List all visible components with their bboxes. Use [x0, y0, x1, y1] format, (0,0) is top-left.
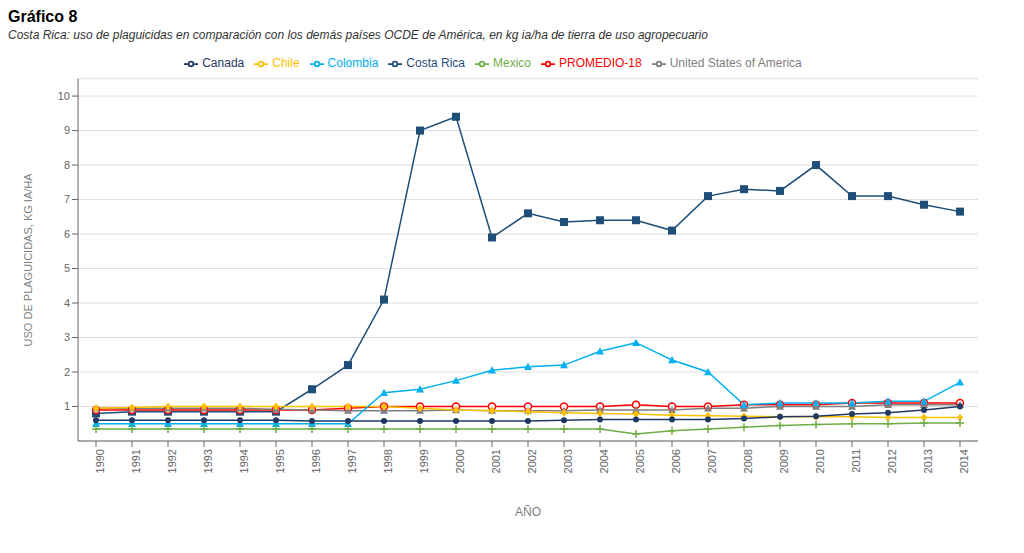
svg-text:2009: 2009 [778, 449, 790, 473]
svg-text:USO DE PLAGUICIDAS, KG IA/HA: USO DE PLAGUICIDAS, KG IA/HA [22, 173, 34, 347]
svg-text:1993: 1993 [202, 449, 214, 473]
svg-text:2004: 2004 [598, 449, 610, 473]
svg-text:2000: 2000 [454, 449, 466, 473]
svg-text:1999: 1999 [418, 449, 430, 473]
svg-text:3: 3 [64, 331, 70, 343]
svg-text:2007: 2007 [706, 449, 718, 473]
html-text:Chile: Chile [272, 56, 300, 70]
svg-text:2011: 2011 [850, 449, 862, 473]
html-text:PROMEDIO-18: PROMEDIO-18 [559, 56, 642, 70]
html-text:Colombia: Colombia [327, 56, 379, 70]
svg-text:2: 2 [64, 366, 70, 378]
svg-text:2012: 2012 [886, 449, 898, 473]
html-text:Mexico: Mexico [493, 56, 531, 70]
html-text:Costa Rica: Costa Rica [406, 56, 465, 70]
html-text:United States of America: United States of America [669, 56, 802, 70]
svg-text:2006: 2006 [670, 449, 682, 473]
svg-text:AÑO: AÑO [515, 505, 541, 519]
svg-text:1997: 1997 [346, 449, 358, 473]
svg-text:2001: 2001 [490, 449, 502, 473]
svg-text:2014: 2014 [958, 449, 970, 473]
svg-text:1991: 1991 [130, 449, 142, 473]
svg-text:1992: 1992 [166, 449, 178, 473]
html-text:Canada: Canada [202, 56, 245, 70]
svg-text:4: 4 [64, 297, 70, 309]
svg-text:1995: 1995 [274, 449, 286, 473]
svg-text:5: 5 [64, 262, 70, 274]
svg-text:7: 7 [64, 193, 70, 205]
svg-text:2003: 2003 [562, 449, 574, 473]
svg-text:10: 10 [58, 90, 70, 102]
svg-text:6: 6 [64, 228, 70, 240]
svg-text:2005: 2005 [634, 449, 646, 473]
svg-text:1996: 1996 [310, 449, 322, 473]
svg-text:8: 8 [64, 159, 70, 171]
svg-text:1990: 1990 [94, 449, 106, 473]
svg-text:1994: 1994 [238, 449, 250, 473]
svg-text:1: 1 [64, 400, 70, 412]
svg-text:2013: 2013 [922, 449, 934, 473]
svg-text:2010: 2010 [814, 449, 826, 473]
html-text:Gráfico 8: Gráfico 8 [8, 8, 78, 25]
svg-text:2008: 2008 [742, 449, 754, 473]
html-text:Costa Rica: uso de plaguicidas: Costa Rica: uso de plaguicidas en compar… [8, 28, 708, 42]
svg-text:9: 9 [64, 124, 70, 136]
svg-text:2002: 2002 [526, 449, 538, 473]
svg-text:1998: 1998 [382, 449, 394, 473]
